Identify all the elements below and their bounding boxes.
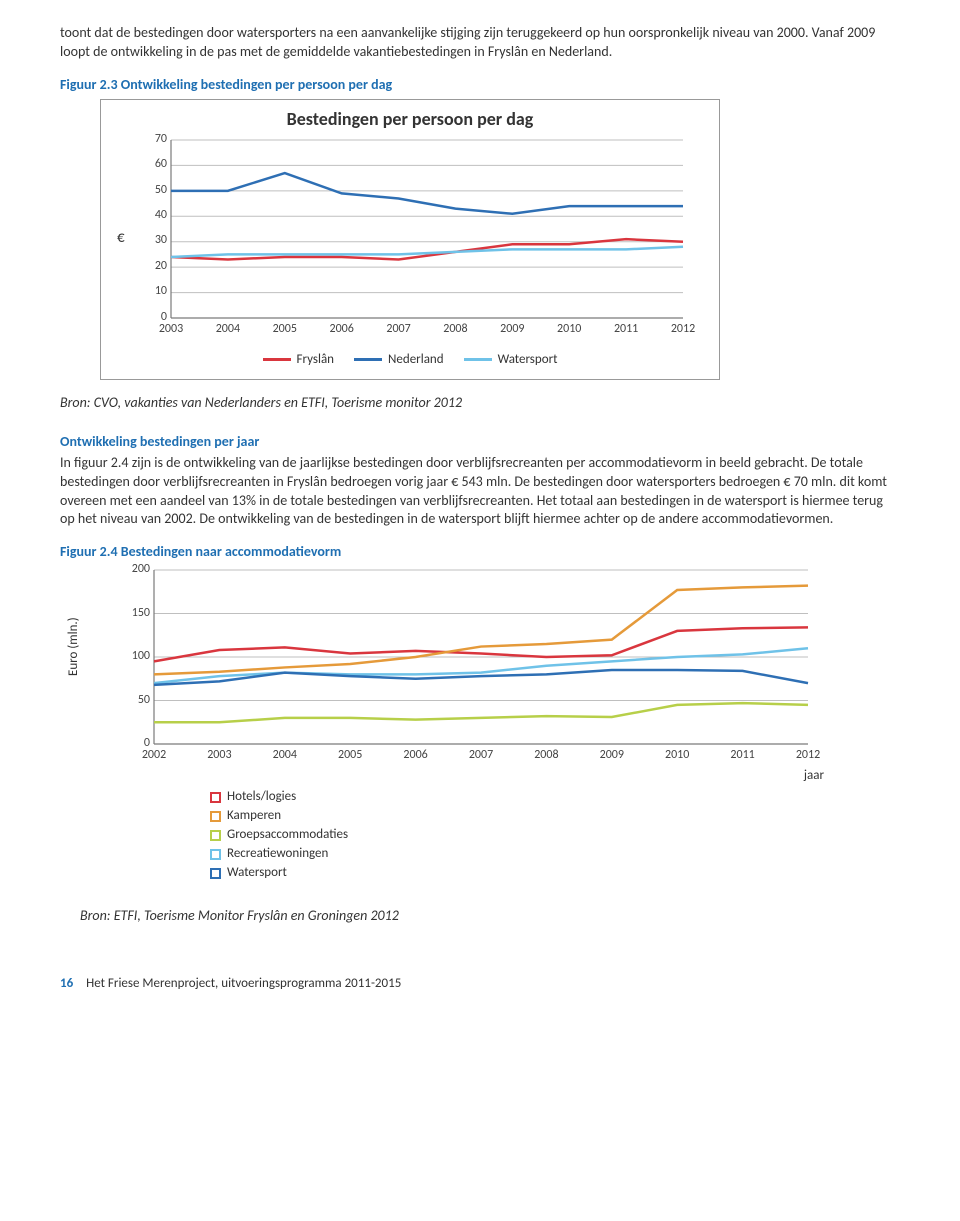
intro-paragraph: toont dat de bestedingen door watersport… [60, 24, 900, 62]
chart-2-legend: Hotels/logiesKamperenGroepsaccommodaties… [210, 788, 820, 882]
chart-2-svg [120, 566, 820, 766]
footer-title: Het Friese Merenproject, uitvoeringsprog… [86, 976, 401, 991]
chart-1-y-tick: 30 [147, 233, 167, 247]
chart-1-x-tick: 2010 [551, 322, 587, 336]
chart-2-y-axis-label: Euro (mln.) [66, 618, 81, 677]
chart-1-svg [143, 134, 693, 344]
chart-2-x-tick: 2003 [201, 748, 237, 762]
chart-1-x-tick: 2005 [267, 322, 303, 336]
chart-2-legend-item: Kamperen [210, 807, 820, 826]
chart-2-x-tick: 2008 [528, 748, 564, 762]
chart-2-x-tick: 2011 [725, 748, 761, 762]
chart-2-x-tick: 2006 [398, 748, 434, 762]
chart-1-x-tick: 2008 [437, 322, 473, 336]
chart-2-legend-item: Hotels/logies [210, 788, 820, 807]
chart-2-legend-item: Recreatiewoningen [210, 845, 820, 864]
chart-2-x-tick: 2009 [594, 748, 630, 762]
chart-2-legend-item: Watersport [210, 864, 820, 883]
chart-1-x-tick: 2003 [153, 322, 189, 336]
chart-1-y-tick: 60 [147, 157, 167, 171]
chart-2-x-tick: 2012 [790, 748, 826, 762]
chart-1-y-tick: 20 [147, 259, 167, 273]
page-number: 16 [60, 976, 73, 991]
chart-2-x-tick: 2004 [267, 748, 303, 762]
figure-2-3-caption: Figuur 2.3 Ontwikkeling bestedingen per … [60, 76, 900, 93]
chart-2-legend-item: Groepsaccommodaties [210, 826, 820, 845]
chart-1-container: Bestedingen per persoon per dag € 010203… [100, 99, 720, 380]
page-footer: 16 Het Friese Merenproject, uitvoeringsp… [60, 976, 900, 991]
chart-1-legend-item: Fryslân [263, 352, 334, 367]
chart-1-y-tick: 40 [147, 208, 167, 222]
source-1: Bron: CVO, vakanties van Nederlanders en… [60, 394, 900, 411]
chart-1-legend-item: Nederland [354, 352, 444, 367]
chart-2-y-tick: 150 [122, 606, 150, 620]
chart-1-y-tick: 10 [147, 284, 167, 298]
chart-1-y-axis-label: € [117, 229, 125, 247]
chart-1-legend-item: Watersport [464, 352, 558, 367]
chart-2-x-tick: 2010 [659, 748, 695, 762]
chart-2-x-tick: 2007 [463, 748, 499, 762]
chart-2-y-tick: 100 [122, 649, 150, 663]
chart-2-y-tick: 50 [122, 693, 150, 707]
chart-1-x-tick: 2004 [210, 322, 246, 336]
chart-1-legend: Fryslân Nederland Watersport [113, 350, 707, 367]
chart-1-title: Bestedingen per persoon per dag [113, 108, 707, 130]
chart-1-x-tick: 2012 [665, 322, 701, 336]
chart-2-x-tick: 2005 [332, 748, 368, 762]
chart-1-y-tick: 70 [147, 132, 167, 146]
chart-1-x-tick: 2006 [324, 322, 360, 336]
chart-2-y-tick: 200 [122, 562, 150, 576]
source-2: Bron: ETFI, Toerisme Monitor Fryslân en … [80, 907, 900, 924]
chart-1-x-tick: 2007 [381, 322, 417, 336]
section-heading: Ontwikkeling bestedingen per jaar [60, 433, 900, 450]
chart-1-x-tick: 2011 [608, 322, 644, 336]
chart-1-y-tick: 50 [147, 183, 167, 197]
body-paragraph-2: In figuur 2.4 zijn is de ontwikkeling va… [60, 454, 900, 530]
chart-2-x-tick: 2002 [136, 748, 172, 762]
chart-1-x-tick: 2009 [494, 322, 530, 336]
chart-2-x-axis-label: jaar [804, 768, 824, 783]
figure-2-4-caption: Figuur 2.4 Bestedingen naar accommodatie… [60, 543, 900, 560]
